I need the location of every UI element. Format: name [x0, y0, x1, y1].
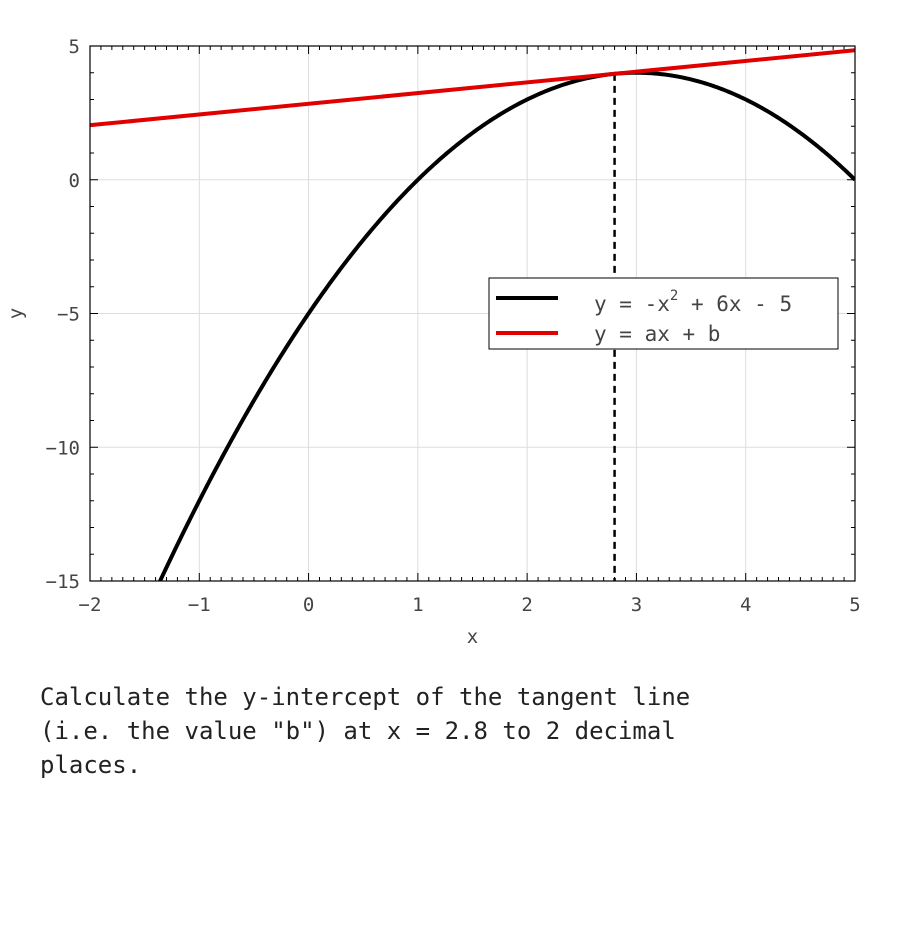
- x-tick-label: 3: [631, 594, 642, 616]
- legend-label-tangent: y = ax + b: [594, 322, 720, 346]
- x-tick-label: −2: [79, 594, 102, 616]
- x-tick-label: 2: [521, 594, 532, 616]
- x-tick-label: 1: [412, 594, 423, 616]
- x-tick-label: −1: [188, 594, 211, 616]
- y-tick-label: −15: [46, 571, 80, 593]
- legend-label-parabola-main: y = -x: [594, 292, 670, 316]
- chart: −2 −1 0 1 2 3 4 5−15−10−505 x y y = -x2 + 6x - …: [5, 36, 861, 648]
- x-tick-label: 4: [740, 594, 751, 616]
- x-tick-label: 0: [303, 594, 314, 616]
- y-axis-label: y: [5, 308, 27, 319]
- legend-label-parabola-tail: + 6x - 5: [678, 292, 792, 316]
- y-tick-label: 5: [69, 36, 80, 58]
- legend-label-parabola-sup: 2: [670, 288, 678, 304]
- y-tick-label: −10: [46, 437, 80, 459]
- parabola-line: [157, 70, 855, 581]
- x-tick-label: 5: [849, 594, 860, 616]
- minor-ticks: [89, 45, 856, 582]
- tick-labels: −2 −1 0 1 2 3 4 5−15−10−505: [46, 36, 861, 616]
- tangent-line: [90, 48, 855, 128]
- legend-label-parabola: y = -x2 + 6x - 5: [594, 288, 792, 316]
- y-tick-label: −5: [57, 304, 80, 326]
- x-axis-label: x: [467, 626, 478, 648]
- plot-frame: [89, 45, 856, 582]
- y-tick-label: 0: [69, 170, 80, 192]
- legend-box: [488, 277, 839, 350]
- curves: [90, 48, 855, 581]
- legend: y = -x2 + 6x - 5 y = ax + b: [488, 277, 839, 350]
- question-text: Calculate the y-intercept of the tangent…: [40, 683, 691, 779]
